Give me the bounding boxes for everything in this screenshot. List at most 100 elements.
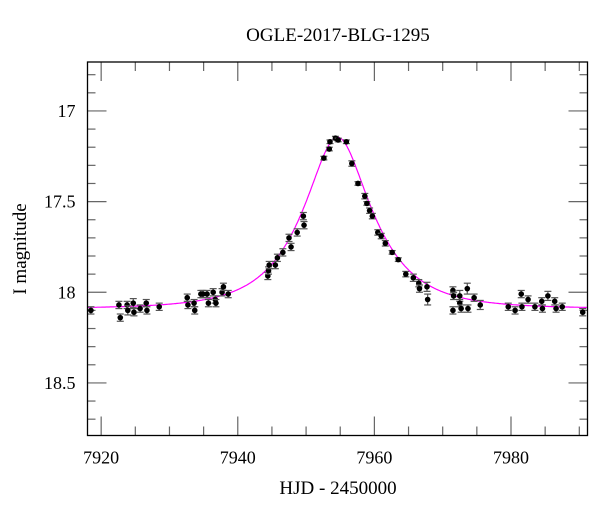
y-tick-label: 18.5 <box>44 373 76 393</box>
data-point <box>363 200 371 207</box>
data-point <box>388 249 396 256</box>
y-tick-label: 17.5 <box>44 192 76 212</box>
data-point <box>299 211 307 221</box>
point-marker <box>274 255 281 261</box>
data-point <box>558 302 566 311</box>
point-marker <box>143 300 150 306</box>
data-point <box>552 304 560 313</box>
data-point <box>538 297 546 306</box>
data-point <box>287 242 295 252</box>
point-marker <box>545 293 551 299</box>
data-point <box>326 138 334 145</box>
point-marker <box>505 303 512 310</box>
point-marker <box>288 244 294 250</box>
point-marker <box>204 291 210 297</box>
data-point <box>354 180 362 187</box>
data-point <box>325 146 333 152</box>
point-marker <box>410 274 417 281</box>
point-marker <box>366 207 373 214</box>
point-marker <box>300 213 307 219</box>
point-marker <box>335 137 341 143</box>
data-point <box>320 155 328 161</box>
data-point <box>265 260 273 270</box>
point-marker <box>456 293 463 299</box>
point-marker <box>327 138 333 145</box>
data-point <box>183 293 191 302</box>
data-point <box>409 273 417 282</box>
data-point <box>415 284 423 293</box>
point-marker <box>362 193 368 199</box>
point-marker <box>205 300 212 306</box>
point-marker <box>210 289 216 296</box>
point-marker <box>144 307 150 314</box>
axis-ticks <box>87 62 588 436</box>
point-marker <box>116 302 122 308</box>
data-point <box>334 137 342 143</box>
point-marker <box>395 256 402 263</box>
point-marker <box>464 285 471 292</box>
chart-title: OGLE-2017-BLG-1295 <box>246 25 430 46</box>
data-point <box>463 282 471 295</box>
point-marker <box>191 300 197 306</box>
data-point <box>348 160 356 167</box>
data-point <box>273 253 281 263</box>
model-curve <box>87 136 587 308</box>
point-marker <box>458 305 464 312</box>
data-point <box>544 290 552 302</box>
point-marker <box>389 249 395 256</box>
data-point <box>300 220 308 230</box>
data-point <box>517 289 525 299</box>
point-marker <box>131 309 137 316</box>
data-point <box>377 232 385 240</box>
y-tick-label: 18 <box>58 282 76 302</box>
data-point <box>265 266 273 275</box>
data-point <box>204 298 212 308</box>
data-point <box>470 293 478 302</box>
point-marker <box>125 307 131 314</box>
point-marker <box>525 296 531 303</box>
point-marker <box>553 305 559 312</box>
point-marker <box>130 300 137 306</box>
data-point <box>456 298 464 308</box>
data-point <box>449 286 457 295</box>
point-marker <box>185 302 191 308</box>
point-marker <box>551 298 558 305</box>
point-marker <box>137 305 143 312</box>
point-marker <box>579 309 586 316</box>
point-marker <box>272 262 279 268</box>
point-marker <box>184 294 191 301</box>
data-point <box>115 300 123 310</box>
data-point <box>219 282 227 292</box>
point-marker <box>532 303 538 310</box>
data-point <box>264 271 272 281</box>
x-tick-label: 7980 <box>493 448 529 468</box>
point-marker <box>349 160 355 167</box>
point-marker <box>424 296 431 303</box>
point-marker <box>450 293 457 299</box>
data-point <box>511 306 519 315</box>
point-marker <box>220 284 227 290</box>
point-marker <box>321 155 327 161</box>
data-point <box>155 302 163 311</box>
data-point <box>476 299 484 311</box>
model-curve-group <box>87 136 587 308</box>
data-point <box>504 302 512 311</box>
x-axis-label: HJD - 2450000 <box>279 478 396 499</box>
point-marker <box>117 314 124 321</box>
data-point <box>191 306 199 315</box>
data-point <box>394 256 402 263</box>
point-marker <box>326 146 333 152</box>
data-point <box>293 228 301 237</box>
point-marker <box>477 302 484 308</box>
point-marker <box>403 271 409 277</box>
point-marker <box>539 305 546 312</box>
x-tick-label: 7940 <box>220 448 256 468</box>
point-marker <box>266 262 272 268</box>
data-point <box>538 304 546 313</box>
data-point <box>457 304 465 313</box>
x-tick-label: 7960 <box>356 448 392 468</box>
data-points <box>87 135 587 322</box>
point-marker <box>364 200 370 207</box>
point-marker <box>416 285 423 292</box>
data-point <box>129 298 137 309</box>
